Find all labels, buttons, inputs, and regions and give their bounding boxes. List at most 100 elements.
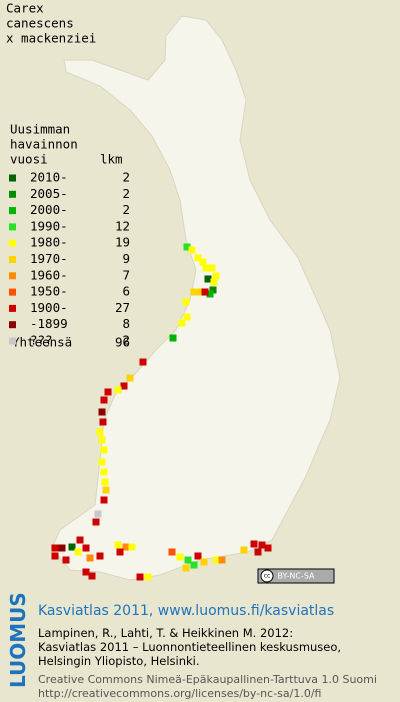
observation: [104, 388, 112, 396]
observation: [116, 548, 124, 556]
observation: [183, 243, 191, 251]
observations: [51, 243, 272, 581]
observation: [99, 418, 107, 426]
observation: [58, 544, 66, 552]
observation: [74, 548, 82, 556]
license-badge: cc BY-NC-SA: [257, 568, 335, 584]
observation: [86, 554, 94, 562]
legend-swatch: [9, 239, 16, 247]
legend-count: 2: [122, 202, 130, 217]
observation: [169, 334, 177, 342]
observation: [94, 510, 102, 518]
observation: [122, 543, 130, 551]
citation-line: Kasviatlas 2011 – Luonnontieteellinen ke…: [38, 640, 342, 654]
svg-text:cc: cc: [264, 573, 271, 580]
citation-line: Helsingin Yliopisto, Helsinki.: [38, 654, 200, 668]
license-line: http://creativecommons.org/licenses/by-n…: [38, 687, 322, 700]
observation: [188, 246, 196, 254]
legend-count: 9: [122, 251, 130, 266]
legend-label: 2010-: [30, 170, 68, 185]
legend-heading: havainnon: [10, 137, 78, 152]
legend-count: 12: [115, 218, 130, 233]
legend-label: ???: [30, 333, 53, 348]
observation: [139, 358, 147, 366]
legend-swatch: [9, 223, 16, 231]
observation: [202, 264, 210, 272]
observation: [210, 278, 218, 286]
observation: [102, 486, 110, 494]
observation: [190, 288, 198, 296]
observation: [195, 288, 203, 296]
observation: [258, 541, 266, 549]
observation: [183, 313, 191, 321]
title-line: x mackenziei: [6, 31, 96, 46]
observation: [201, 288, 209, 296]
observation: [68, 543, 76, 551]
legend-label: 1960-: [30, 267, 68, 282]
legend-label: 2005-: [30, 186, 68, 201]
observation: [98, 458, 106, 466]
title-line: canescens: [6, 16, 74, 31]
observation: [212, 272, 220, 280]
citation: Lampinen, R., Lahti, T. & Heikkinen M. 2…: [38, 626, 341, 668]
observation: [190, 561, 198, 569]
observation: [101, 478, 109, 486]
title-line: Carex: [6, 1, 44, 16]
citation-line: Lampinen, R., Lahti, T. & Heikkinen M. 2…: [38, 626, 294, 640]
legend-label: 1980-: [30, 235, 68, 250]
legend-count: 19: [115, 235, 130, 250]
map: Carex canescens x mackenziei Uusimman ha…: [6, 0, 341, 584]
observation: [88, 572, 96, 580]
observation: [62, 556, 70, 564]
observation: [204, 275, 212, 283]
license-line: Creative Commons Nimeä-Epäkaupallinen-Ta…: [38, 673, 377, 686]
brand: LUOMUS: [6, 592, 30, 688]
observation: [136, 573, 144, 581]
observation: [206, 290, 214, 298]
legend-total-label: Yhteensä: [12, 335, 72, 350]
observation: [100, 468, 108, 476]
legend: Carex canescens x mackenziei Uusimman ha…: [6, 1, 130, 350]
legend-swatch: [9, 337, 16, 345]
observation: [98, 436, 106, 444]
observation: [96, 552, 104, 560]
observation: [51, 552, 59, 560]
observation: [218, 556, 226, 564]
observation: [208, 264, 216, 272]
legend-label: 1950-: [30, 284, 68, 299]
observation: [178, 319, 186, 327]
observation: [51, 544, 59, 552]
observation: [100, 396, 108, 404]
legend-swatch: [9, 207, 16, 215]
legend-count: 2: [122, 170, 130, 185]
headline: Kasviatlas 2011, www.luomus.fi/kasviatla…: [38, 603, 335, 619]
observation: [96, 428, 104, 436]
observation: [82, 544, 90, 552]
observation: [209, 286, 217, 294]
observation: [114, 386, 122, 394]
license-badge-text: BY-NC-SA: [277, 572, 315, 581]
legend-count: 2: [122, 186, 130, 201]
observation: [182, 298, 190, 306]
legend-total: 96: [115, 335, 130, 350]
land: [51, 15, 341, 581]
observation: [144, 573, 152, 581]
observation: [194, 254, 202, 262]
observation: [200, 558, 208, 566]
legend-heading: vuosi: [10, 152, 48, 167]
legend-swatch: [9, 272, 16, 280]
observation: [76, 536, 84, 544]
observation: [100, 496, 108, 504]
observation: [240, 546, 248, 554]
observation: [126, 374, 134, 382]
observation: [254, 548, 262, 556]
legend-swatch: [9, 174, 16, 182]
legend-label: 1970-: [30, 251, 68, 266]
observation: [120, 382, 128, 390]
license: Creative Commons Nimeä-Epäkaupallinen-Ta…: [38, 673, 377, 701]
legend-count: 6: [122, 284, 130, 299]
observation: [114, 541, 122, 549]
legend-count-heading: lkm: [100, 152, 123, 167]
legend-label: 1900-: [30, 300, 68, 315]
